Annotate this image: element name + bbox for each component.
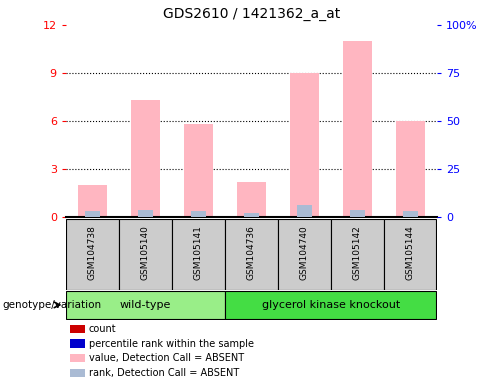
- Text: value, Detection Call = ABSENT: value, Detection Call = ABSENT: [89, 353, 244, 363]
- Bar: [78, 185, 107, 217]
- Bar: [297, 205, 312, 217]
- Text: GSM104736: GSM104736: [247, 225, 256, 280]
- Bar: [66, 291, 224, 319]
- Bar: [225, 219, 278, 290]
- Bar: [138, 210, 153, 217]
- Bar: [396, 121, 425, 217]
- Bar: [85, 211, 100, 217]
- Text: rank, Detection Call = ABSENT: rank, Detection Call = ABSENT: [89, 368, 239, 378]
- Bar: [70, 339, 84, 348]
- Bar: [191, 211, 205, 217]
- Bar: [290, 73, 319, 217]
- Bar: [70, 325, 84, 333]
- Bar: [172, 219, 224, 290]
- Text: GSM105142: GSM105142: [353, 226, 362, 280]
- Bar: [331, 219, 384, 290]
- Bar: [343, 41, 372, 217]
- Text: genotype/variation: genotype/variation: [2, 300, 102, 310]
- Bar: [225, 291, 436, 319]
- Text: GSM105141: GSM105141: [194, 225, 203, 280]
- Bar: [184, 124, 213, 217]
- Text: GSM104738: GSM104738: [88, 225, 97, 280]
- Text: GSM104740: GSM104740: [300, 226, 309, 280]
- Text: glycerol kinase knockout: glycerol kinase knockout: [262, 300, 400, 310]
- Bar: [119, 219, 172, 290]
- Bar: [278, 219, 330, 290]
- Text: percentile rank within the sample: percentile rank within the sample: [89, 339, 254, 349]
- Bar: [131, 100, 160, 217]
- Title: GDS2610 / 1421362_a_at: GDS2610 / 1421362_a_at: [163, 7, 340, 21]
- Text: count: count: [89, 324, 116, 334]
- Bar: [70, 354, 84, 362]
- Text: GSM105140: GSM105140: [141, 225, 150, 280]
- Bar: [350, 210, 365, 217]
- Bar: [70, 369, 84, 377]
- Bar: [237, 182, 266, 217]
- Bar: [384, 219, 436, 290]
- Text: GSM105144: GSM105144: [406, 226, 415, 280]
- Bar: [244, 213, 259, 217]
- Bar: [403, 211, 418, 217]
- Text: wild-type: wild-type: [120, 300, 171, 310]
- Bar: [66, 219, 119, 290]
